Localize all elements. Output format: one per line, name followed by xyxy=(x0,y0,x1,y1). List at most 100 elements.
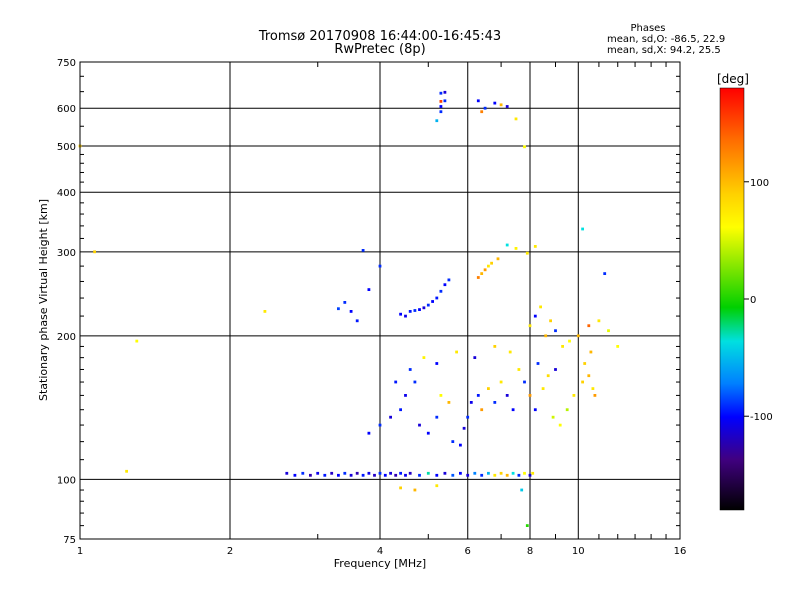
colorbar: [deg] 100 0 -100 xyxy=(717,72,773,511)
echo-point xyxy=(499,103,503,107)
echo-point xyxy=(493,401,497,404)
echo-point xyxy=(349,310,353,313)
echo-point xyxy=(418,308,421,311)
echo-point xyxy=(459,443,462,447)
echo-point xyxy=(413,309,417,312)
x-tick-label: 6 xyxy=(465,546,471,557)
echo-point xyxy=(378,264,382,268)
phases-o-line: mean, sd,O: -86.5, 22.9 xyxy=(607,34,725,45)
echo-point xyxy=(316,471,320,475)
y-tick-label: 100 xyxy=(57,475,76,486)
echo-point xyxy=(533,408,537,412)
echo-point xyxy=(451,473,455,477)
echo-point xyxy=(337,307,340,311)
echo-point xyxy=(487,264,490,268)
echo-point xyxy=(593,394,597,397)
echo-point xyxy=(469,401,473,404)
echo-point xyxy=(581,227,584,231)
echo-point xyxy=(525,524,529,527)
echo-point xyxy=(343,471,347,475)
echo-point xyxy=(473,471,477,475)
echo-point xyxy=(443,90,447,94)
echo-point xyxy=(544,334,548,338)
echo-point xyxy=(435,415,439,419)
echo-point xyxy=(551,415,555,419)
echo-point xyxy=(426,303,430,307)
echo-point xyxy=(439,105,443,108)
echo-point xyxy=(528,473,532,477)
echo-point xyxy=(378,423,382,427)
echo-point xyxy=(487,471,490,475)
echo-point xyxy=(285,471,289,475)
echo-point xyxy=(263,310,267,313)
echo-point xyxy=(505,394,509,397)
y-tick-label: 200 xyxy=(57,332,76,343)
echo-point xyxy=(523,145,526,149)
echo-point xyxy=(581,380,584,384)
echo-point xyxy=(549,319,552,323)
echo-point xyxy=(435,484,439,488)
y-tick-label: 500 xyxy=(57,142,76,153)
echo-point xyxy=(476,99,480,103)
echo-point xyxy=(466,473,470,477)
colorbar-tick-label: 0 xyxy=(750,295,756,306)
echo-point xyxy=(583,362,587,365)
phases-heading: Phases xyxy=(630,23,665,34)
echo-point xyxy=(525,251,529,255)
echo-point xyxy=(394,473,398,477)
echo-point xyxy=(505,105,509,108)
echo-point xyxy=(531,471,535,475)
echo-point xyxy=(546,374,550,378)
echo-point xyxy=(435,473,439,477)
echo-point xyxy=(435,362,439,365)
echo-point xyxy=(399,312,402,316)
echo-point xyxy=(443,283,447,287)
plot-area xyxy=(79,61,681,540)
echo-point xyxy=(404,314,407,318)
x-tick-label: 4 xyxy=(377,546,383,557)
echo-point xyxy=(373,473,376,477)
echo-point xyxy=(493,473,497,477)
echo-point xyxy=(517,473,521,477)
echo-point xyxy=(587,374,591,378)
echo-point xyxy=(447,401,451,404)
echo-point xyxy=(591,387,595,390)
echo-point xyxy=(343,301,347,304)
y-tick-label: 600 xyxy=(57,104,76,115)
echo-point xyxy=(520,488,524,492)
echo-point xyxy=(487,387,490,390)
echo-point xyxy=(493,101,497,105)
echo-point xyxy=(499,380,503,384)
x-axis-label: Frequency [MHz] xyxy=(334,557,426,570)
echo-point xyxy=(443,99,447,103)
echo-point xyxy=(383,473,387,477)
echo-point xyxy=(439,394,443,397)
echo-point xyxy=(589,350,593,354)
echo-point xyxy=(505,473,509,477)
echo-point xyxy=(355,319,359,323)
echo-point xyxy=(480,408,484,412)
echo-point xyxy=(293,473,297,477)
echo-point xyxy=(541,387,545,390)
colorbar-label: [deg] xyxy=(717,72,749,86)
echo-point xyxy=(499,471,503,475)
echo-point xyxy=(135,339,139,343)
echo-point xyxy=(389,471,392,475)
echo-point xyxy=(349,473,353,477)
echo-point xyxy=(616,345,620,348)
echo-point xyxy=(473,356,477,359)
phases-x-line: mean, sd,X: 94.2, 25.5 xyxy=(607,45,721,56)
echo-point xyxy=(451,440,455,443)
y-axis-label: Stationary phase Virtual Height [km] xyxy=(37,199,50,401)
echo-point xyxy=(528,394,532,397)
echo-point xyxy=(337,473,340,477)
echo-point xyxy=(399,471,402,475)
x-tick-label: 10 xyxy=(572,546,585,557)
echo-point xyxy=(483,268,487,272)
y-tick-label: 400 xyxy=(57,188,76,199)
grid xyxy=(80,62,680,539)
echo-point xyxy=(426,471,430,475)
echo-point xyxy=(511,408,515,412)
echo-point xyxy=(493,345,497,348)
